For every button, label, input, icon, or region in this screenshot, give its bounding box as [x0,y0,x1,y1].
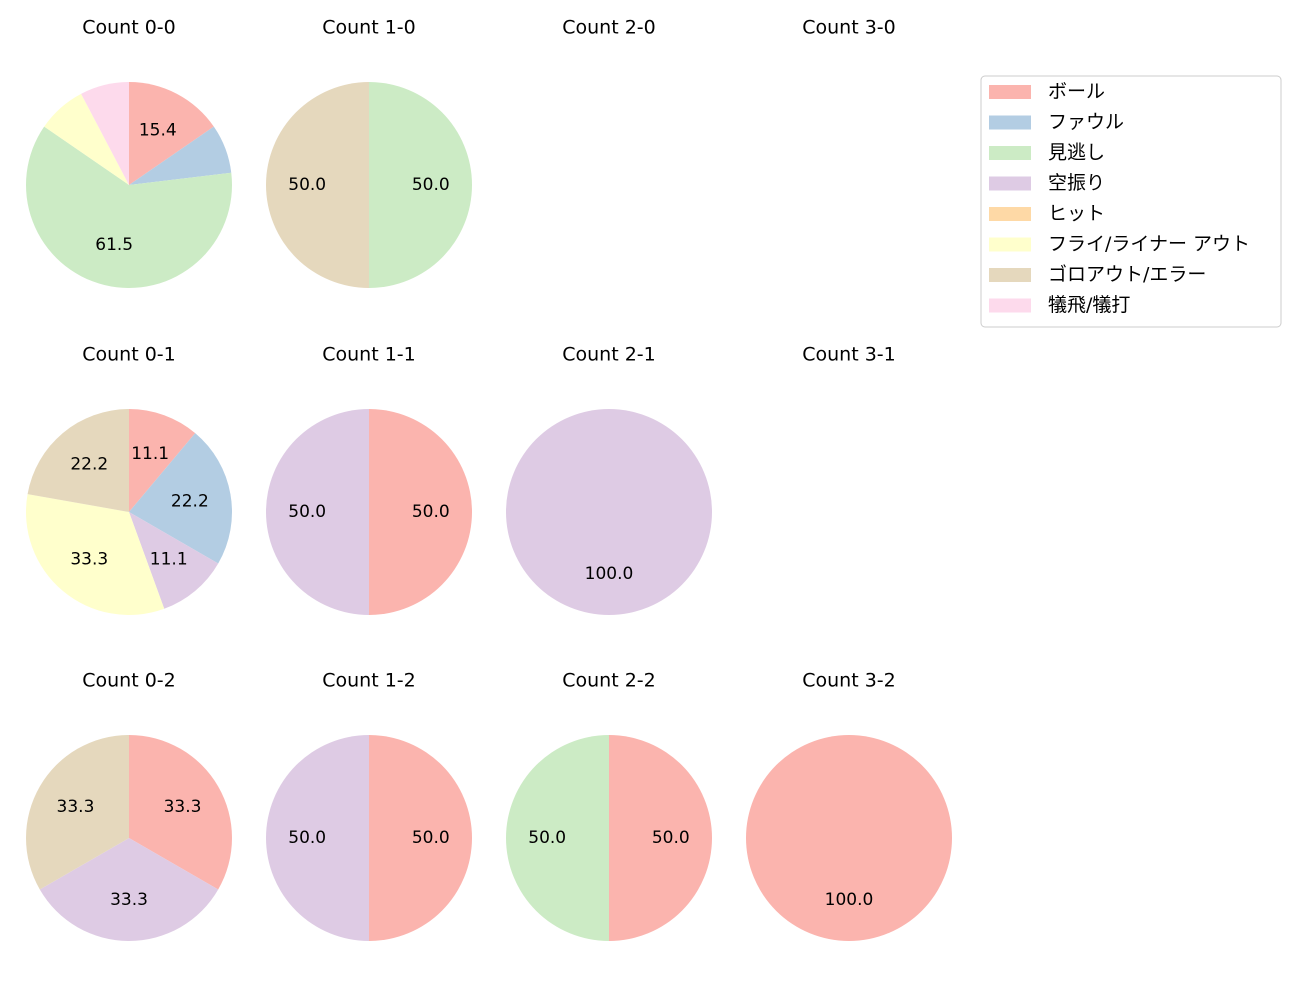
legend-swatch [989,146,1031,160]
pie: 11.1 22.2 11.1 33.3 22.2 [25,409,232,615]
pie-slice [81,82,129,185]
legend-swatch [989,298,1031,313]
legend-label: 犠飛/犠打 [1048,294,1130,316]
legend-frame [980,75,1282,328]
pie-slice [39,838,219,941]
pie-slice [369,82,472,288]
legend-label: 空振り [1048,172,1105,194]
pie-slice [609,735,712,941]
pie: 50.0 50.0 [266,735,472,941]
chart-title: Count 2-2 [562,670,656,692]
pie-slice [266,735,369,941]
slice-label: 22.2 [171,491,209,511]
slice-label: 33.3 [70,549,108,569]
slice-label: 11.1 [150,549,188,569]
legend-label: ボール [1048,81,1105,103]
slice-label: 15.4 [139,120,177,140]
legend-swatch [989,207,1031,221]
slice-label: 22.2 [70,455,108,475]
legend-swatch [989,85,1031,99]
chart-title: Count 1-0 [322,17,416,39]
pie-slice [129,82,214,185]
pie: 100.0 [746,735,952,941]
legend-swatch [989,176,1031,191]
pie: 50.0 50.0 [506,735,712,941]
chart-title: Count 2-1 [562,344,656,366]
pie: 50.0 50.0 [266,82,472,288]
pie-slice [266,82,369,288]
pie-slice [129,126,232,185]
slice-label: 33.3 [110,890,148,910]
legend-label: ヒット [1048,203,1105,225]
chart-title: Count 2-0 [562,17,656,39]
pie: 50.0 50.0 [266,409,472,615]
pie-slice [746,735,952,941]
slice-label: 50.0 [288,175,326,195]
slice-label: 50.0 [412,502,450,522]
legend-label: フライ/ライナー アウト [1048,233,1250,255]
pie-slice [369,409,472,615]
chart-title: Count 0-1 [82,344,176,366]
chart-title: Count 0-2 [82,670,176,692]
pie-slice [27,409,129,512]
chart-title: Count 1-2 [322,670,416,692]
slice-label: 100.0 [585,564,634,584]
pie-slice [369,735,472,941]
legend-swatch [989,115,1031,130]
pie: 33.3 33.3 33.3 [26,735,232,941]
pie-slice [44,93,129,185]
chart-title: Count 3-0 [802,17,896,39]
chart-title: Count 0-0 [82,17,176,39]
slice-label: 61.5 [95,235,133,255]
pie-slice [129,735,232,890]
slice-label: 50.0 [528,828,566,848]
pie-slice [129,433,232,564]
pie-slice [129,512,219,609]
pie: 15.4 61.5 [25,82,232,289]
slice-label: 50.0 [652,828,690,848]
legend-swatch [989,237,1031,252]
slice-label: 50.0 [288,502,326,522]
legend-label: ファウル [1048,111,1124,133]
chart-title: Count 3-2 [802,670,896,692]
slice-label: 50.0 [412,175,450,195]
legend-swatch [989,268,1031,282]
legend-label: ゴロアウト/エラー [1048,264,1206,286]
chart-title: Count 1-1 [322,344,416,366]
pie-slice [25,126,232,289]
slice-label: 33.3 [57,797,95,817]
pie-slice [26,735,130,890]
slice-label: 33.3 [164,797,202,817]
pie-slice [506,735,609,941]
pie-slice [266,409,369,615]
slice-label: 50.0 [288,828,326,848]
chart-title: Count 3-1 [802,344,896,366]
slice-label: 11.1 [131,444,169,464]
legend-label: 見逃し [1048,142,1105,164]
slice-label: 50.0 [412,828,450,848]
slice-label: 100.0 [825,890,874,910]
pie-slice [506,409,712,615]
pie-slice [129,409,196,512]
pie: 100.0 [506,409,712,615]
pie-slice [25,494,165,615]
